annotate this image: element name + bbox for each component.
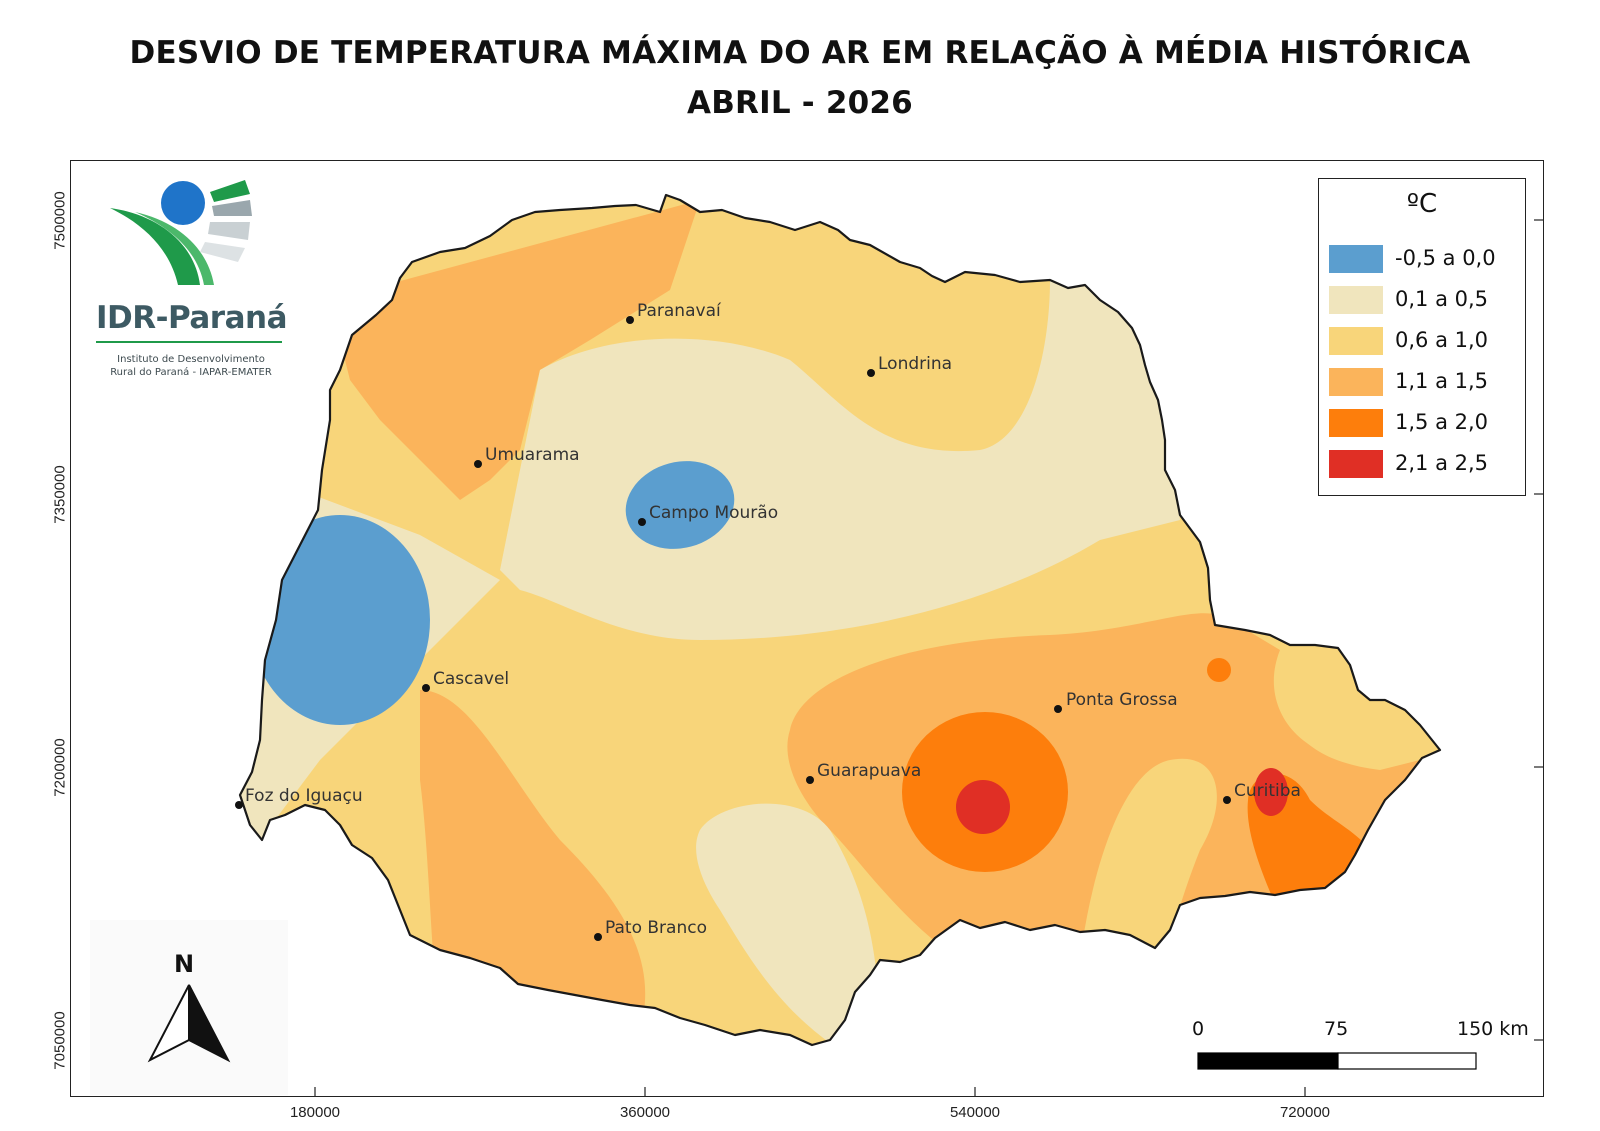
- north-label: N: [174, 950, 195, 978]
- y-tick-label: 7350000: [51, 465, 69, 524]
- scale-bar-white: [1337, 1052, 1477, 1070]
- city-label-paranavai: Paranavaí: [637, 301, 721, 321]
- logo-subtitle-2: Rural do Paraná - IAPAR-EMATER: [110, 367, 272, 378]
- legend-item: 0,6 a 1,0: [1329, 327, 1519, 357]
- city-label-guarapuava: Guarapuava: [817, 761, 922, 781]
- x-tick-label: 720000: [1279, 1104, 1331, 1121]
- zone-coast-north: [1284, 650, 1440, 770]
- legend-swatch: [1329, 327, 1383, 355]
- city-dot-cascavel: [422, 684, 430, 692]
- legend-title: ºC: [1406, 189, 1438, 219]
- scale-label-75: 75: [1324, 1018, 1349, 1040]
- legend-item: 1,1 a 1,5: [1329, 368, 1519, 398]
- zone-east-spot: [1207, 658, 1231, 682]
- city-dot-foz-do-iguacu: [235, 801, 243, 809]
- legend-item: 0,1 a 0,5: [1329, 286, 1519, 316]
- legend-swatch: [1329, 409, 1383, 437]
- city-markers: [235, 316, 1231, 941]
- y-tick-label: 7200000: [51, 738, 69, 797]
- zone-northwest: [330, 200, 700, 500]
- legend-label: 1,1 a 1,5: [1395, 369, 1489, 393]
- city-dot-umuarama: [474, 460, 482, 468]
- legend-label: 2,1 a 2,5: [1395, 451, 1489, 475]
- legend-swatch: [1329, 368, 1383, 396]
- zone-campo-mourao-cold: [625, 461, 735, 549]
- zone-curitiba-west: [1080, 758, 1217, 980]
- zone-pato-branco: [420, 690, 646, 1030]
- north-arrow-icon: [90, 920, 288, 1095]
- scale-label-150: 150 km: [1457, 1018, 1529, 1040]
- zone-south-central: [696, 803, 880, 1045]
- legend-label: 1,5 a 2,0: [1395, 410, 1489, 434]
- city-label-foz-do-iguacu: Foz do Iguaçu: [245, 786, 363, 806]
- city-label-cascavel: Cascavel: [433, 669, 510, 689]
- legend-swatch: [1329, 245, 1383, 273]
- logo-green-swoosh-icon: [110, 208, 200, 285]
- legend-swatch: [1329, 286, 1383, 314]
- zone-guarapuava-hotspot: [956, 780, 1010, 834]
- legend-item: 1,5 a 2,0: [1329, 409, 1519, 439]
- city-dot-guarapuava: [806, 776, 814, 784]
- logo-sun-icon: [161, 181, 205, 225]
- city-label-curitiba: Curitiba: [1234, 781, 1301, 801]
- logo-subtitle-1: Instituto de Desenvolvimento: [117, 354, 265, 365]
- city-dot-campo-mourao: [638, 518, 646, 526]
- legend-item: -0,5 a 0,0: [1329, 245, 1519, 275]
- map-title-line2: ABRIL - 2026: [687, 85, 913, 121]
- y-tick-label: 7500000: [51, 191, 69, 250]
- city-label-umuarama: Umuarama: [485, 445, 580, 465]
- logo-name: IDR-Paraná: [96, 300, 288, 336]
- state-border: [238, 193, 1442, 1047]
- scale-label-0: 0: [1192, 1018, 1205, 1040]
- city-label-campo-mourao: Campo Mourão: [649, 503, 779, 523]
- legend-label: 0,6 a 1,0: [1395, 328, 1489, 352]
- x-tick-label: 540000: [949, 1104, 1001, 1121]
- city-dot-londrina: [867, 369, 875, 377]
- city-label-ponta-grossa: Ponta Grossa: [1066, 690, 1178, 710]
- zone-curitiba-hotspot: [1254, 768, 1288, 816]
- axis-ticks: [314, 219, 1544, 1097]
- x-tick-label: 360000: [619, 1104, 671, 1121]
- city-label-londrina: Londrina: [878, 354, 953, 374]
- zone-central-north: [500, 280, 1180, 640]
- legend-swatch: [1329, 450, 1383, 478]
- scale-bar: [1197, 1052, 1477, 1070]
- map-frame: [70, 160, 1544, 1097]
- city-dot-ponta-grossa: [1054, 705, 1062, 713]
- x-tick-label: 180000: [289, 1104, 341, 1121]
- map-title: DESVIO DE TEMPERATURA MÁXIMA DO AR EM RE…: [0, 28, 1600, 128]
- legend-label: 0,1 a 0,5: [1395, 287, 1489, 311]
- y-tick-label: 7050000: [51, 1011, 69, 1070]
- legend: ºC -0,5 a 0,0 0,1 a 0,5 0,6 a 1,0 1,1 a …: [1318, 178, 1526, 496]
- city-dot-pato-branco: [594, 933, 602, 941]
- map-title-line1: DESVIO DE TEMPERATURA MÁXIMA DO AR EM RE…: [129, 35, 1471, 71]
- city-label-pato-branco: Pato Branco: [605, 918, 707, 938]
- legend-item: 2,1 a 2,5: [1329, 450, 1519, 480]
- idr-logo-graphic: [96, 180, 282, 343]
- city-dot-curitiba: [1223, 796, 1231, 804]
- zone-west-cold: [250, 515, 430, 725]
- city-dot-paranavai: [626, 316, 634, 324]
- legend-label: -0,5 a 0,0: [1395, 246, 1496, 270]
